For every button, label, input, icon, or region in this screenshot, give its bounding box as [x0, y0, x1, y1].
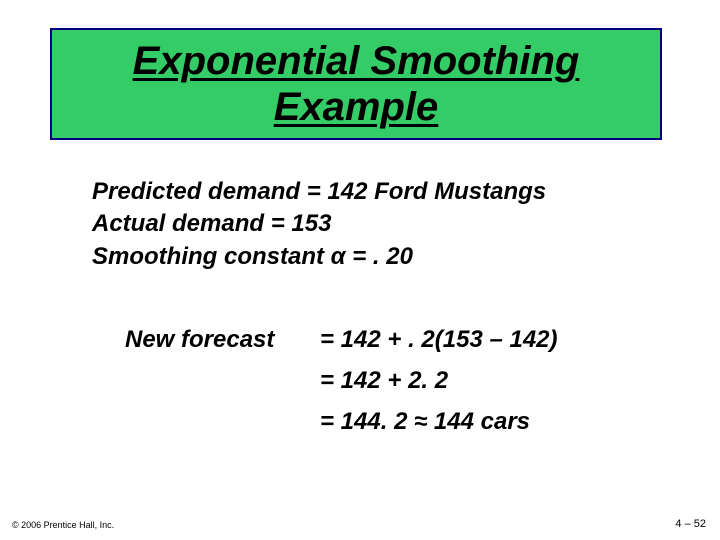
title-box: Exponential Smoothing Example: [50, 28, 662, 140]
calc-row-1: New forecast = 142 + . 2(153 – 142): [125, 320, 558, 361]
given-line3: Smoothing constant α = . 20: [92, 241, 546, 273]
copyright-text: © 2006 Prentice Hall, Inc.: [12, 520, 114, 530]
title-line2: Example: [274, 85, 439, 129]
given-line1: Predicted demand = 142 Ford Mustangs: [92, 176, 546, 208]
calc-row-2: = 142 + 2. 2: [125, 361, 558, 402]
title-line1: Exponential Smoothing: [133, 39, 580, 83]
calc-label: New forecast: [125, 320, 320, 361]
given-line2: Actual demand = 153: [92, 208, 546, 240]
title-text: Exponential Smoothing Example: [133, 38, 580, 130]
calculation-block: New forecast = 142 + . 2(153 – 142) = 14…: [125, 320, 558, 442]
slide-number: 4 – 52: [675, 518, 706, 530]
calc-eq-3: = 144. 2 ≈ 144 cars: [320, 402, 530, 443]
calc-eq-2: = 142 + 2. 2: [320, 361, 448, 402]
calc-row-3: = 144. 2 ≈ 144 cars: [125, 402, 558, 443]
given-block: Predicted demand = 142 Ford Mustangs Act…: [92, 176, 546, 273]
calc-eq-1: = 142 + . 2(153 – 142): [320, 320, 558, 361]
